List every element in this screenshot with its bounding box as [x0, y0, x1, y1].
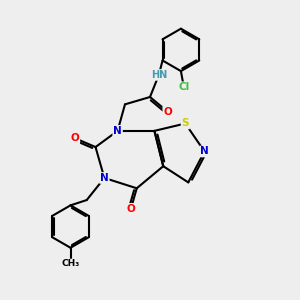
- Text: Cl: Cl: [178, 82, 190, 92]
- Text: O: O: [127, 204, 135, 214]
- Text: N: N: [200, 146, 209, 157]
- Text: HN: HN: [151, 70, 167, 80]
- Text: S: S: [182, 118, 189, 128]
- Text: N: N: [100, 173, 109, 183]
- Text: O: O: [70, 133, 79, 143]
- Text: O: O: [163, 107, 172, 117]
- Text: CH₃: CH₃: [61, 260, 80, 268]
- Text: N: N: [113, 126, 122, 136]
